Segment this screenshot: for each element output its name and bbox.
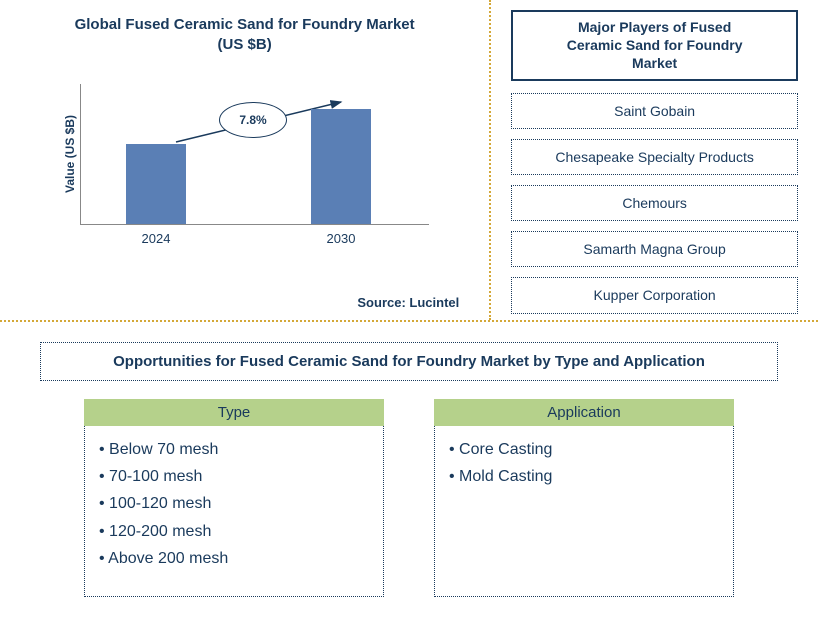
type-item-1: • 70-100 mesh	[99, 463, 369, 490]
chart-title: Global Fused Ceramic Sand for Foundry Ma…	[20, 15, 469, 54]
app-item-1: • Mold Casting	[449, 463, 719, 490]
source-label: Source: Lucintel	[357, 295, 459, 310]
y-axis-label: Value (US $B)	[63, 115, 77, 193]
x-tick-0: 2024	[126, 231, 186, 246]
application-header: Application	[434, 399, 734, 426]
type-body: • Below 70 mesh • 70-100 mesh • 100-120 …	[84, 426, 384, 597]
players-panel: Major Players of Fused Ceramic Sand for …	[491, 0, 818, 320]
opportunities-section: Opportunities for Fused Ceramic Sand for…	[0, 320, 818, 617]
players-header: Major Players of Fused Ceramic Sand for …	[511, 10, 798, 81]
bar-chart: Value (US $B) 7.8% 2024 2030	[80, 84, 429, 225]
chart-panel: Global Fused Ceramic Sand for Foundry Ma…	[0, 0, 491, 320]
type-item-4: • Above 200 mesh	[99, 545, 369, 572]
player-item-3: Samarth Magna Group	[511, 231, 798, 267]
chart-title-line1: Global Fused Ceramic Sand for Foundry Ma…	[75, 16, 415, 33]
bar-2030	[311, 109, 371, 224]
type-item-0: • Below 70 mesh	[99, 436, 369, 463]
player-item-1: Chesapeake Specialty Products	[511, 139, 798, 175]
type-item-3: • 120-200 mesh	[99, 518, 369, 545]
player-item-2: Chemours	[511, 185, 798, 221]
opportunities-columns: Type • Below 70 mesh • 70-100 mesh • 100…	[40, 399, 778, 597]
type-item-2: • 100-120 mesh	[99, 490, 369, 517]
growth-rate-label: 7.8%	[219, 102, 287, 138]
bar-2024	[126, 144, 186, 224]
top-section: Global Fused Ceramic Sand for Foundry Ma…	[0, 0, 818, 320]
x-tick-1: 2030	[311, 231, 371, 246]
type-column: Type • Below 70 mesh • 70-100 mesh • 100…	[84, 399, 384, 597]
application-body: • Core Casting • Mold Casting	[434, 426, 734, 597]
player-item-0: Saint Gobain	[511, 93, 798, 129]
type-header: Type	[84, 399, 384, 426]
opportunities-header: Opportunities for Fused Ceramic Sand for…	[40, 342, 778, 381]
chart-title-line2: (US $B)	[218, 36, 272, 53]
player-item-4: Kupper Corporation	[511, 277, 798, 313]
app-item-0: • Core Casting	[449, 436, 719, 463]
application-column: Application • Core Casting • Mold Castin…	[434, 399, 734, 597]
